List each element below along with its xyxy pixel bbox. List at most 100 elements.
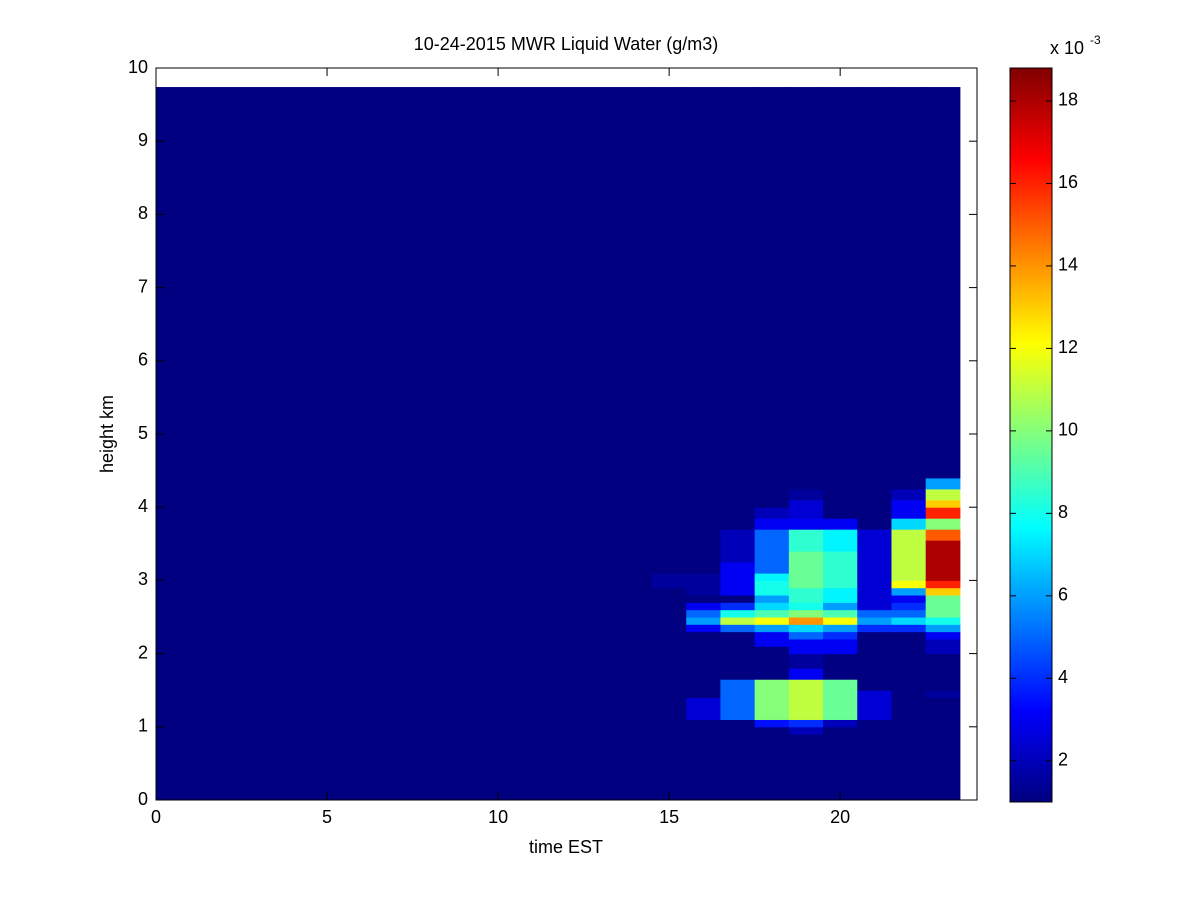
heat-cell [788, 573, 824, 581]
heat-cell [652, 708, 687, 720]
heat-cell [925, 679, 961, 691]
heat-cell [720, 668, 756, 680]
colorbar-tick-label: 6 [1058, 585, 1068, 605]
heat-cell [823, 477, 858, 490]
heat-cell [754, 587, 790, 596]
heat-cell [652, 488, 687, 501]
heat-cell [720, 697, 756, 709]
heat-cell [652, 679, 687, 691]
y-tick-label: 9 [138, 130, 148, 150]
heat-cell [823, 488, 858, 501]
heat-cell [857, 540, 892, 552]
heat-cell [857, 518, 892, 530]
heat-cell [823, 499, 858, 508]
heat-cell [720, 595, 756, 603]
heat-cell [652, 638, 687, 647]
heat-cell [156, 697, 653, 709]
heat-cell [754, 540, 790, 552]
heat-cell [652, 551, 687, 563]
heat-cell [788, 580, 824, 589]
heat-cell [788, 653, 824, 669]
heat-cell [156, 609, 653, 618]
heat-cell [754, 617, 790, 625]
heat-cell [891, 595, 927, 603]
heat-cell [891, 668, 927, 680]
heat-cell [823, 734, 858, 801]
heat-cell [925, 507, 961, 519]
heat-cell [652, 734, 687, 801]
heat-cell [823, 595, 858, 603]
heat-cell [754, 697, 790, 709]
heat-cell [925, 726, 961, 735]
heat-cell [686, 518, 721, 530]
colorbar-tick-label: 14 [1058, 255, 1078, 275]
heat-cell [720, 587, 756, 596]
heat-cell [925, 734, 961, 801]
heat-cell [823, 507, 858, 519]
heat-cell [652, 518, 687, 530]
heat-cell [652, 595, 687, 603]
heat-cell [891, 518, 927, 530]
heat-cell [720, 477, 756, 490]
heat-cell [156, 595, 653, 603]
heat-cell [823, 726, 858, 735]
colorbar-tick-label: 12 [1058, 337, 1078, 357]
y-tick-label: 8 [138, 203, 148, 223]
heat-cell [652, 609, 687, 618]
heat-cell [686, 697, 721, 709]
heat-cell [925, 690, 961, 699]
heat-cell [686, 726, 721, 735]
heat-cell [652, 562, 687, 574]
heat-cell [823, 668, 858, 680]
heat-cell [686, 734, 721, 801]
heat-cell [925, 580, 961, 589]
heat-cell [686, 562, 721, 574]
heat-cell [156, 573, 653, 581]
heat-cell [686, 87, 721, 479]
x-tick-label: 15 [659, 807, 679, 827]
heat-cell [156, 529, 653, 541]
heat-cell [788, 726, 824, 735]
heat-cell [156, 653, 653, 669]
heat-cell [925, 551, 961, 563]
heat-cell [891, 87, 927, 479]
heat-cell [720, 580, 756, 589]
colorbar-tick-label: 4 [1058, 667, 1068, 687]
heat-cell [754, 690, 790, 699]
heat-cell [788, 719, 824, 728]
heat-cell [788, 87, 824, 479]
heat-cell [891, 499, 927, 508]
heat-cell [754, 477, 790, 490]
heat-cell [652, 631, 687, 640]
heat-cell [686, 595, 721, 603]
heat-cell [925, 668, 961, 680]
heat-cell [754, 609, 790, 618]
y-axis-label: height km [97, 395, 117, 473]
heat-cell [686, 609, 721, 618]
heat-cell [925, 646, 961, 655]
heat-cell [891, 609, 927, 618]
heat-cell [652, 580, 687, 589]
heat-cell [720, 529, 756, 541]
heat-cell [857, 587, 892, 596]
heat-cell [857, 708, 892, 720]
heat-cell [788, 587, 824, 596]
heat-cell [686, 690, 721, 699]
heat-cell [754, 580, 790, 589]
heat-cell [686, 507, 721, 519]
heat-cell [891, 631, 927, 640]
heat-cell [891, 690, 927, 699]
heat-cell [156, 734, 653, 801]
heat-cell [652, 697, 687, 709]
heat-cell [788, 631, 824, 640]
heat-cell [788, 507, 824, 519]
heat-cell [652, 719, 687, 728]
heat-cell [857, 617, 892, 625]
heat-cell [156, 668, 653, 680]
y-tick-label: 4 [138, 496, 148, 516]
heat-cell [925, 653, 961, 669]
heat-cell [857, 631, 892, 640]
heat-cell [754, 573, 790, 581]
heat-cell [925, 573, 961, 581]
heat-cell [156, 562, 653, 574]
